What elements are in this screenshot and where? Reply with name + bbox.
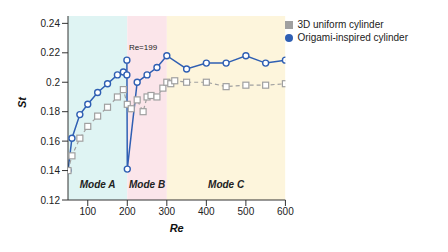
- svg-text:100: 100: [79, 206, 96, 217]
- svg-text:Mode A: Mode A: [80, 179, 116, 190]
- svg-text:200: 200: [119, 206, 136, 217]
- svg-text:Re: Re: [170, 222, 184, 234]
- html-text:3D uniform cylinder: 3D uniform cylinder: [297, 19, 384, 30]
- svg-text:Mode C: Mode C: [208, 179, 245, 190]
- svg-text:500: 500: [238, 206, 255, 217]
- svg-text:0.12: 0.12: [41, 195, 61, 206]
- svg-text:Mode B: Mode B: [129, 179, 165, 190]
- svg-text:400: 400: [198, 206, 215, 217]
- svg-text:0.22: 0.22: [41, 47, 61, 58]
- svg-text:0.24: 0.24: [41, 18, 61, 29]
- svg-text:0.18: 0.18: [41, 106, 61, 117]
- svg-text:300: 300: [158, 206, 175, 217]
- svg-text:0.16: 0.16: [41, 136, 61, 147]
- svg-text:0.14: 0.14: [41, 165, 61, 176]
- svg-text:St: St: [16, 96, 28, 108]
- svg-text:600: 600: [277, 206, 294, 217]
- svg-text:Re=199: Re=199: [129, 43, 158, 52]
- svg-text:0.2: 0.2: [46, 77, 60, 88]
- html-text:Origami-inspired cylinder: Origami-inspired cylinder: [297, 32, 408, 43]
